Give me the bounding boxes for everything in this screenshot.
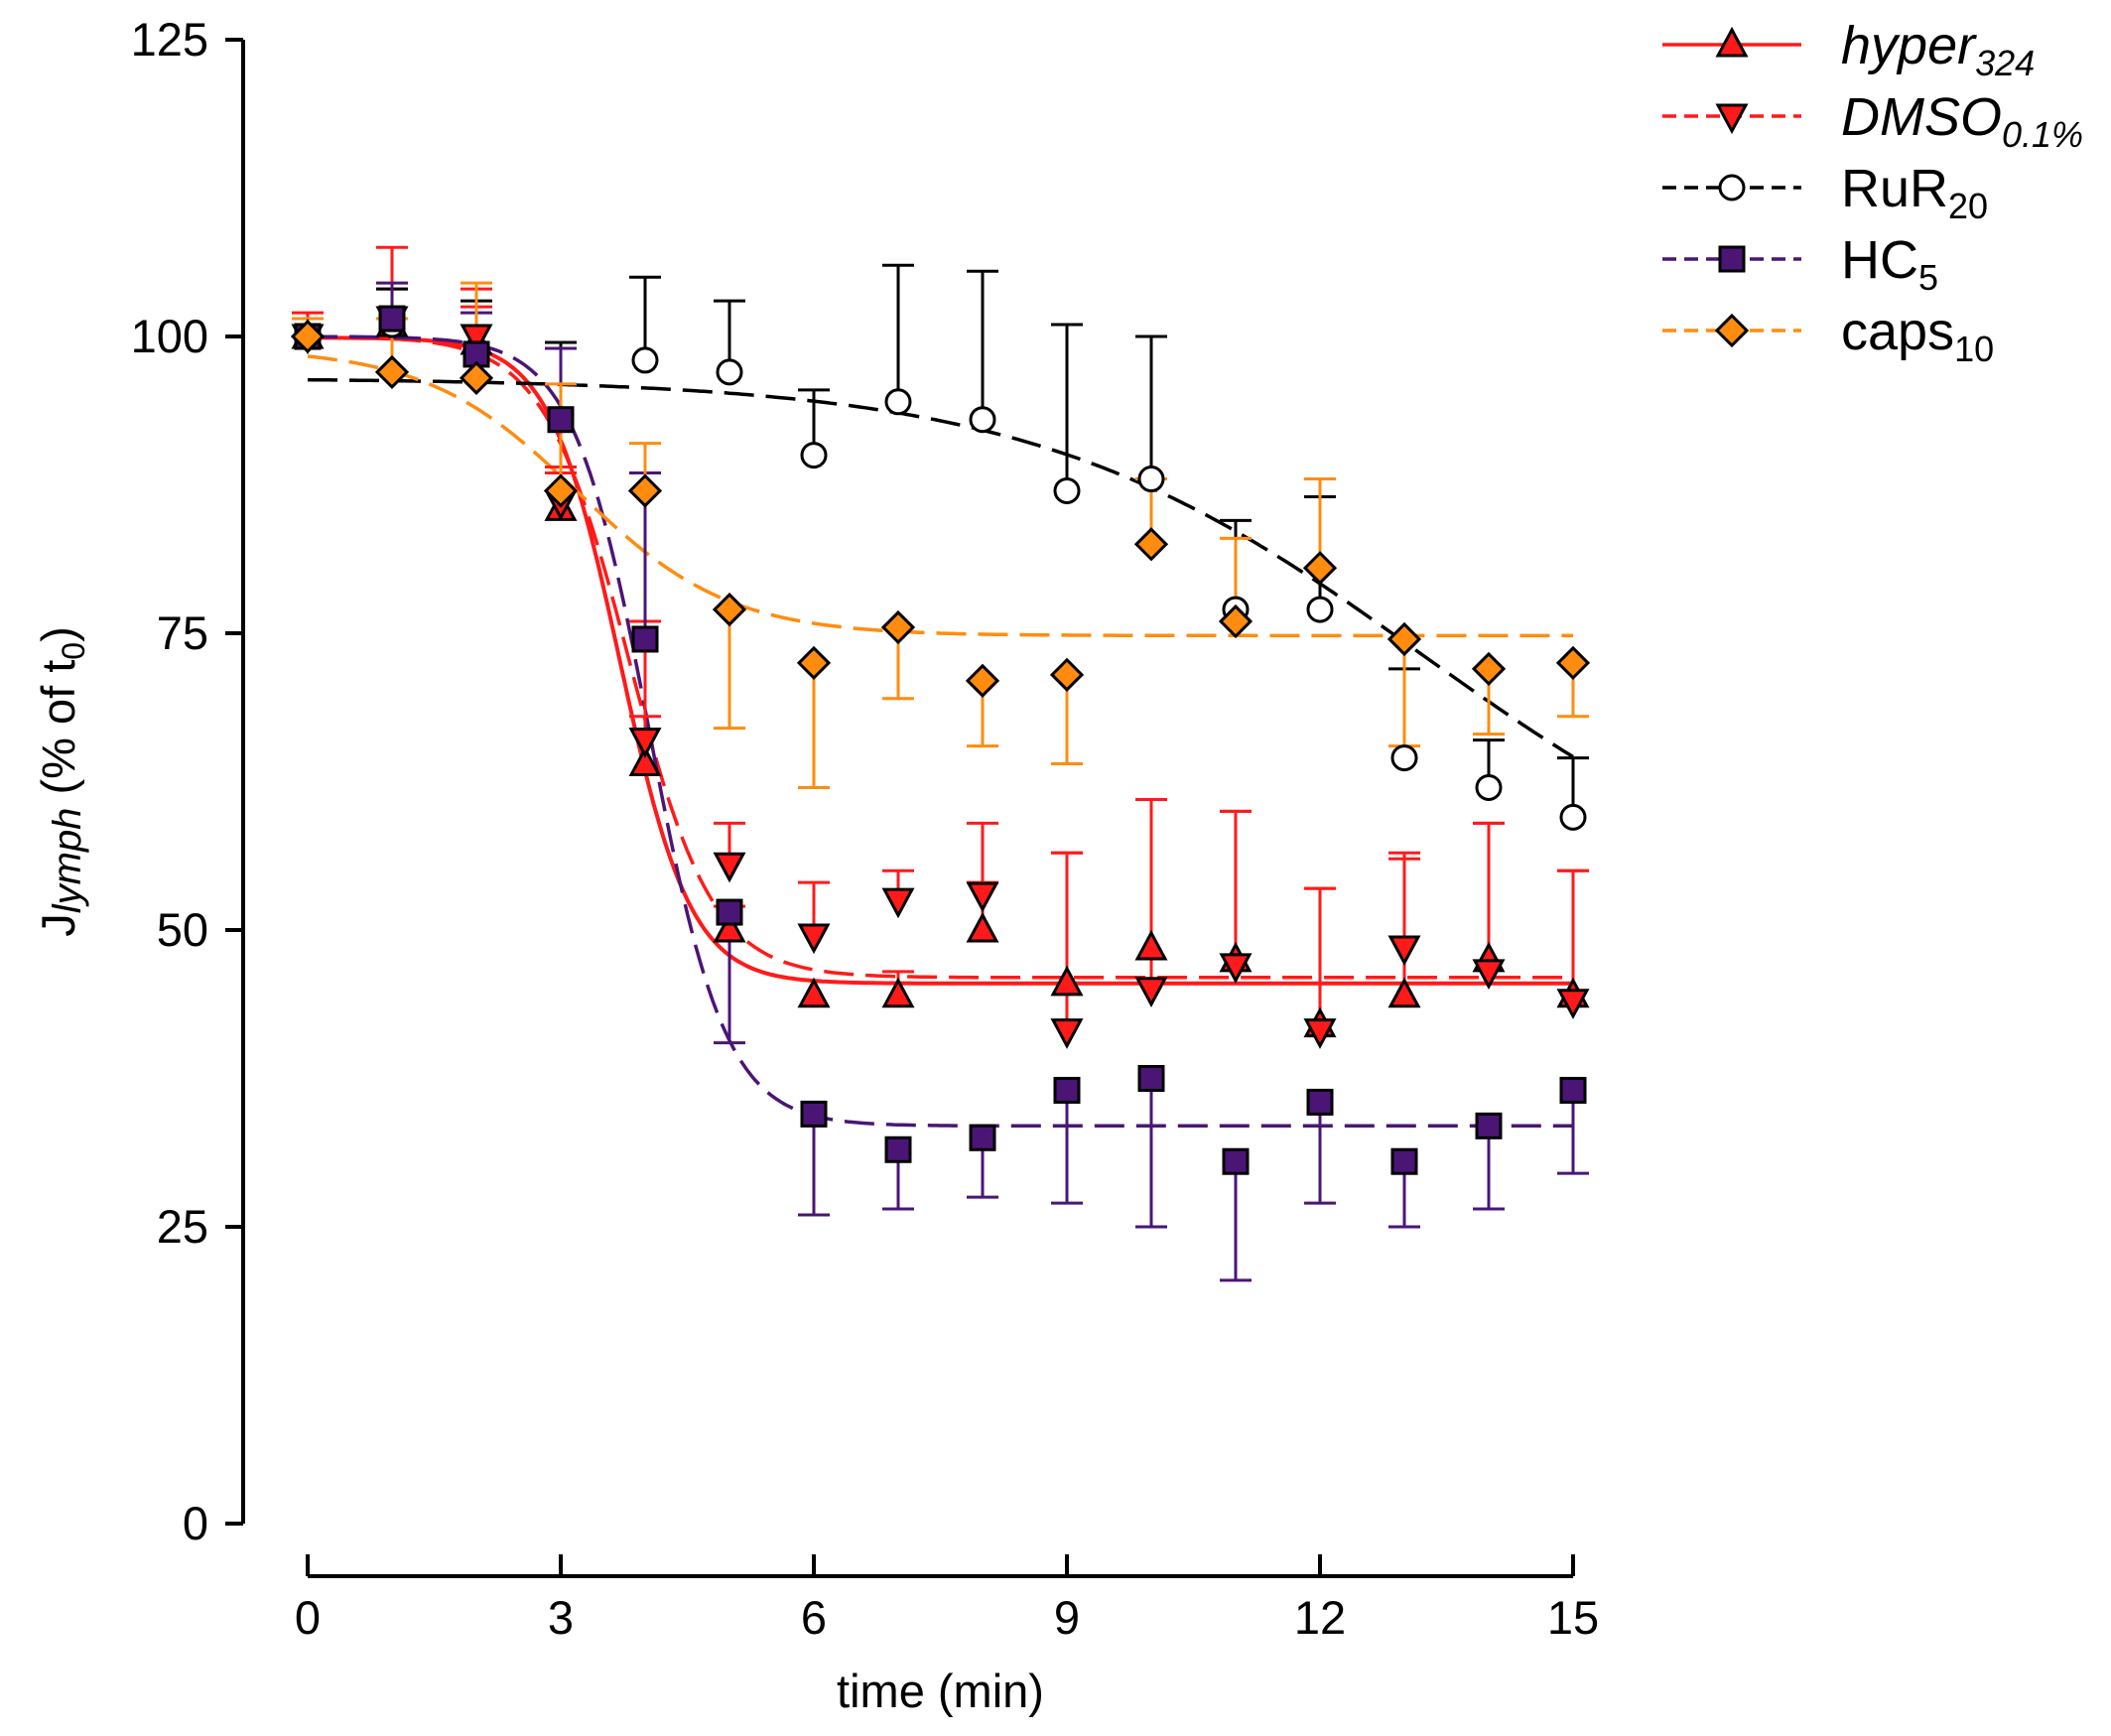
marker-dmso: [460, 324, 493, 355]
data-markers: [290, 305, 1591, 1175]
marker-hc: [1306, 1088, 1334, 1116]
marker-hc: [547, 406, 575, 434]
x-axis-title: time (min): [837, 1665, 1044, 1717]
marker-hyper: [797, 977, 831, 1008]
marker-caps: [1133, 527, 1169, 562]
marker-dmso: [713, 852, 746, 883]
marker-hyper: [713, 911, 746, 943]
marker-caps: [965, 663, 1000, 698]
legend-label: HC5: [1841, 230, 1938, 298]
y-tick-label: 0: [183, 1497, 208, 1549]
marker-caps: [290, 319, 326, 354]
marker-rur: [716, 358, 743, 386]
marker-hc: [1137, 1065, 1165, 1092]
marker-hyper: [1387, 977, 1421, 1008]
x-tick-label: 3: [548, 1591, 574, 1644]
y-tick-label: 125: [131, 13, 208, 66]
marker-dmso: [1556, 989, 1590, 1019]
marker-hc: [1475, 1112, 1503, 1139]
marker-caps: [374, 354, 410, 390]
marker-rur: [884, 388, 912, 416]
marker-caps: [1555, 645, 1591, 681]
fit-curve-hyper: [308, 335, 1573, 986]
y-tick-label: 100: [131, 310, 208, 362]
x-tick-label: 12: [1294, 1591, 1346, 1644]
marker-caps: [796, 645, 832, 681]
marker-caps: [1302, 551, 1338, 586]
legend-label: hyper324: [1841, 16, 2035, 83]
marker-hc: [969, 1124, 996, 1151]
marker-hyper: [628, 745, 662, 777]
marker-dmso: [1134, 977, 1168, 1007]
axes: 0 25 50 75 100 125 0 3 6 9 12 15 time (min) Jlymph (%…: [32, 13, 1599, 1717]
legend-marker: [1718, 245, 1746, 273]
marker-caps: [712, 592, 747, 627]
marker-caps: [1471, 651, 1507, 687]
marker-rur: [1559, 803, 1587, 831]
y-tick-label: 50: [157, 903, 208, 956]
marker-hc: [1222, 1147, 1250, 1175]
legend-label: DMSO0.1%: [1841, 87, 2083, 155]
marker-hc: [1390, 1147, 1418, 1175]
marker-hc: [1053, 1076, 1081, 1104]
marker-caps: [880, 609, 916, 645]
marker-caps: [1386, 621, 1422, 657]
marker-dmso: [628, 728, 662, 758]
marker-dmso: [1219, 953, 1253, 985]
marker-caps: [1218, 603, 1253, 639]
marker-rur: [1053, 476, 1081, 504]
x-tick-label: 0: [295, 1591, 321, 1644]
marker-hyper: [881, 977, 915, 1008]
marker-caps: [627, 473, 663, 508]
marker-rur: [1475, 773, 1503, 801]
marker-dmso: [881, 887, 915, 919]
marker-rur: [1306, 596, 1334, 623]
legend-marker: [1714, 313, 1750, 348]
legend-marker: [1715, 103, 1749, 135]
marker-hc: [716, 898, 743, 926]
fit-curve-caps: [307, 354, 1573, 638]
marker-hc: [631, 625, 659, 653]
y-tick-label: 75: [157, 606, 208, 659]
marker-dmso: [1472, 959, 1506, 991]
marker-caps: [1049, 657, 1085, 692]
x-tick-label: 9: [1054, 1591, 1080, 1644]
marker-dmso: [1303, 1018, 1337, 1049]
fit-curve-rur: [307, 377, 1574, 758]
marker-dmso: [797, 923, 831, 955]
marker-hc: [1559, 1076, 1587, 1104]
marker-hyper: [1050, 965, 1084, 997]
marker-rur: [1390, 744, 1418, 772]
marker-dmso: [1387, 935, 1421, 967]
marker-caps: [543, 473, 579, 508]
legend-marker: [1715, 26, 1749, 58]
marker-hyper: [966, 911, 999, 943]
marker-caps: [459, 360, 494, 395]
y-tick-label: 25: [157, 1200, 208, 1253]
marker-hc: [378, 305, 406, 333]
marker-dmso: [1050, 1018, 1084, 1049]
marker-rur: [1137, 466, 1165, 493]
legend-label: RuR20: [1841, 159, 1988, 226]
fit-curve-dmso: [307, 334, 1573, 980]
fit-curve-hc: [308, 334, 1573, 1129]
marker-hc: [884, 1135, 912, 1163]
marker-dmso: [966, 881, 999, 913]
marker-rur: [800, 442, 828, 469]
marker-hc: [800, 1100, 828, 1128]
legend-label: caps10: [1841, 302, 1994, 369]
x-tick-label: 15: [1547, 1591, 1599, 1644]
marker-rur: [631, 346, 659, 374]
fit-curves: [307, 334, 1574, 1129]
marker-rur: [969, 406, 996, 434]
marker-hyper: [1134, 929, 1168, 961]
legend-marker: [1718, 174, 1746, 201]
y-axis-title: Jlymph (% of t0): [32, 626, 91, 937]
x-tick-label: 6: [801, 1591, 827, 1644]
